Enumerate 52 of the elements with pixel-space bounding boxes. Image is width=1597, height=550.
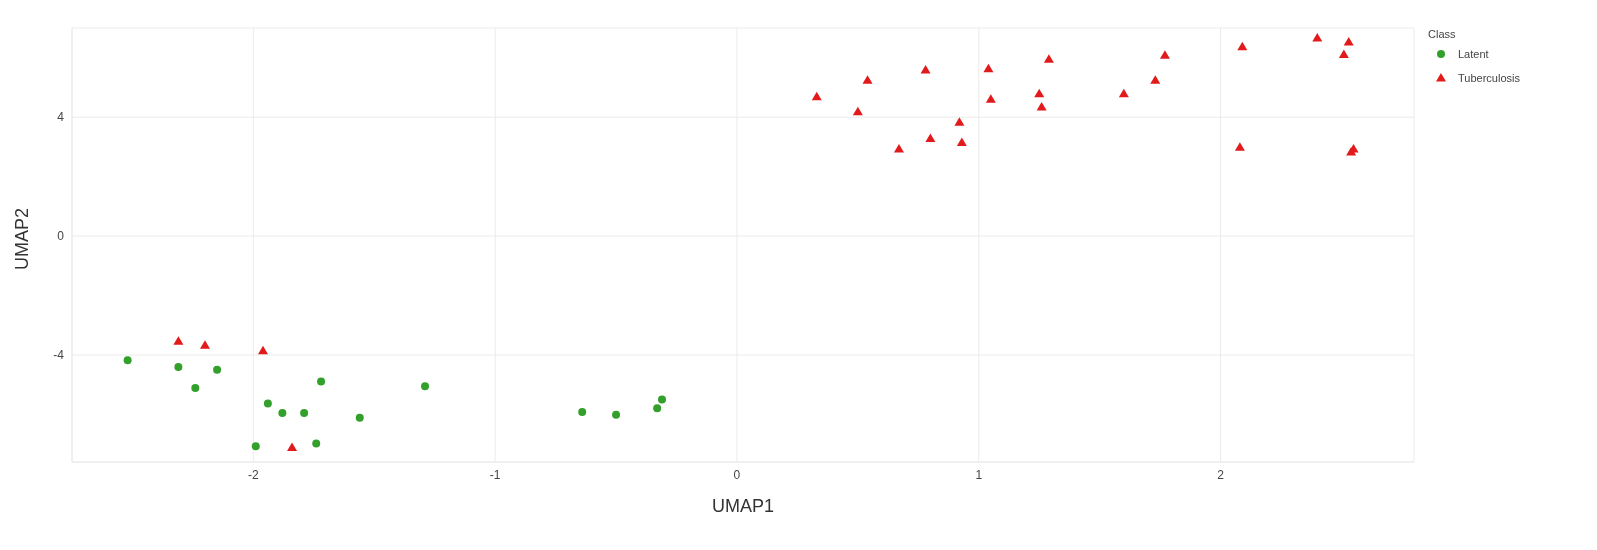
legend-label: Tuberculosis — [1458, 72, 1520, 84]
point — [317, 377, 326, 386]
point — [300, 408, 309, 417]
point — [1312, 33, 1323, 42]
point — [1343, 36, 1354, 46]
point — [925, 133, 936, 143]
y-axis-title: UMAP2 — [12, 207, 33, 270]
point — [811, 91, 822, 101]
point — [1036, 102, 1047, 111]
point — [658, 395, 666, 404]
point — [421, 382, 430, 391]
y-tick-label: 0 — [57, 229, 65, 244]
point — [191, 383, 200, 392]
point — [1150, 75, 1161, 84]
x-tick-label: 0 — [733, 467, 741, 482]
point — [1034, 88, 1045, 98]
x-tick-label: 1 — [975, 467, 983, 482]
point — [123, 356, 132, 365]
point — [985, 94, 996, 103]
point — [852, 106, 863, 116]
legend-label: Latent — [1458, 48, 1489, 60]
point — [278, 408, 287, 417]
x-tick-label: -2 — [248, 467, 260, 482]
point — [1237, 41, 1248, 51]
x-axis-title: UMAP1 — [711, 496, 775, 516]
point — [263, 399, 272, 408]
point — [174, 362, 183, 371]
point — [287, 442, 298, 451]
point — [355, 413, 364, 422]
point — [1043, 54, 1054, 63]
point — [1338, 49, 1349, 58]
point — [1234, 142, 1245, 151]
point — [1159, 50, 1170, 59]
point — [251, 442, 260, 451]
x-tick-label: 2 — [1217, 467, 1225, 482]
point — [199, 340, 210, 349]
point — [173, 336, 184, 345]
point — [578, 408, 587, 417]
point — [1118, 88, 1129, 98]
point — [312, 439, 321, 448]
x-tick-label: -1 — [489, 467, 501, 482]
point — [956, 137, 967, 146]
point — [954, 117, 965, 126]
legend-title: Class — [1428, 28, 1457, 40]
point — [653, 404, 662, 413]
y-tick-label: 4 — [57, 110, 65, 125]
point — [983, 63, 994, 73]
y-tick-label: -4 — [53, 348, 65, 363]
point — [612, 410, 621, 419]
point — [213, 365, 222, 374]
point — [862, 75, 873, 84]
point — [258, 345, 269, 355]
